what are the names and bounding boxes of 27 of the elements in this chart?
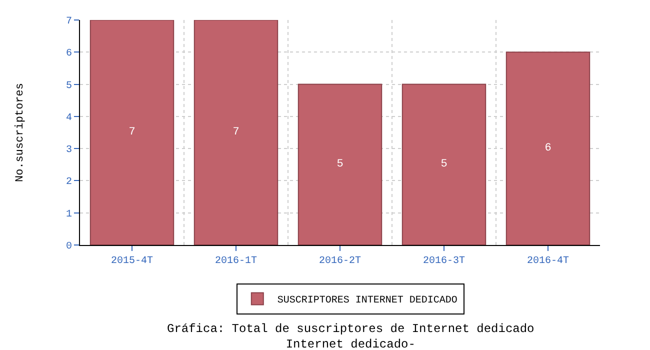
bar <box>194 20 278 245</box>
x-tick-label: 2016-4T <box>526 256 570 267</box>
data-label: 5 <box>440 158 448 171</box>
data-label: 7 <box>232 126 240 138</box>
bar <box>402 84 486 245</box>
data-label: 5 <box>336 158 344 171</box>
bar <box>298 84 382 245</box>
x-tick-label: 2016-2T <box>318 256 362 267</box>
bar <box>90 20 174 245</box>
text: Internet dedicado- <box>286 338 416 350</box>
y-tick-label: 1 <box>66 209 72 220</box>
y-tick-label: 2 <box>66 177 72 188</box>
y-tick-label: 4 <box>66 112 72 124</box>
y-tick-label: 6 <box>66 48 72 60</box>
y-tick-label: 0 <box>66 242 72 252</box>
x-tick-label: 2016-3T <box>422 256 466 267</box>
x-tick-label: 2016-1T <box>214 256 258 267</box>
y-axis-title: No.suscriptores <box>14 82 27 182</box>
y-tick-label: 5 <box>66 80 72 92</box>
text: Gráfica: Total de suscriptores de Internet dedicado <box>167 322 534 336</box>
data-label: 7 <box>128 126 136 138</box>
y-tick-label: 3 <box>66 145 72 156</box>
legend-label: SUSCRIPTORES INTERNET DEDICADO <box>277 296 458 307</box>
data-label: 6 <box>544 142 552 155</box>
x-tick-label: 2015-4T <box>110 256 154 267</box>
y-tick-label: 7 <box>66 16 72 28</box>
bar <box>506 52 590 245</box>
